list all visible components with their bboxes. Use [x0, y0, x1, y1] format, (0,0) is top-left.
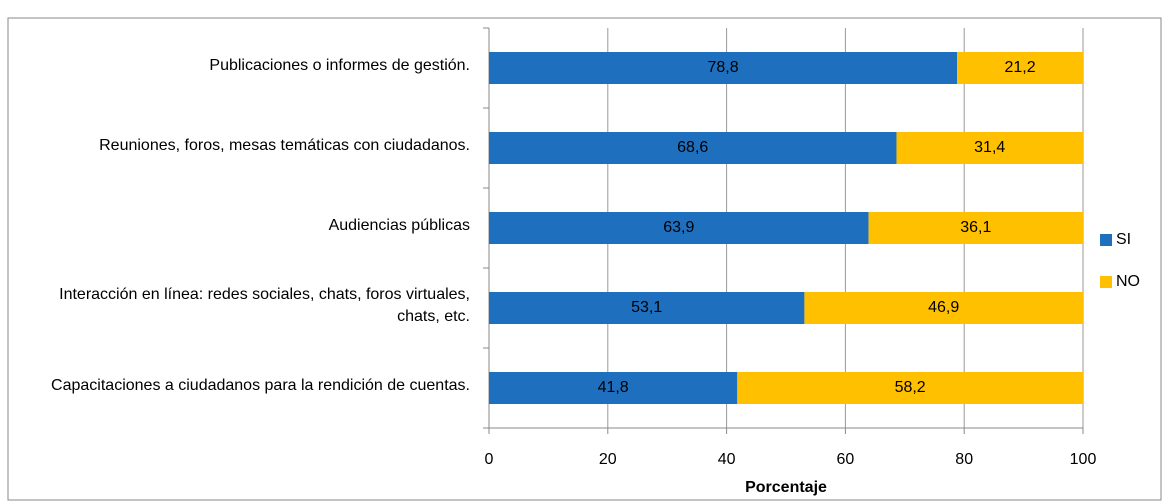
bar [737, 372, 1083, 404]
legend-swatch [1100, 276, 1112, 288]
x-tick-label: 100 [1070, 451, 1097, 468]
value-label: 41,8 [598, 379, 629, 396]
category-label: Publicaciones o informes de gestión. [209, 57, 470, 74]
value-label: 78,8 [707, 59, 738, 76]
value-label: 58,2 [895, 379, 926, 396]
value-label: 63,9 [663, 219, 694, 236]
value-label: 36,1 [960, 219, 991, 236]
value-label: 46,9 [928, 299, 959, 316]
x-tick-label: 40 [718, 451, 736, 468]
value-label: 31,4 [974, 139, 1005, 156]
value-label: 21,2 [1004, 59, 1035, 76]
bar [489, 132, 897, 164]
legend-label: SI [1116, 231, 1131, 248]
x-tick-label: 0 [485, 451, 494, 468]
x-tick-label: 20 [599, 451, 617, 468]
bar [896, 132, 1083, 164]
category-label: Audiencias públicas [328, 217, 470, 234]
x-tick-label: 60 [837, 451, 855, 468]
value-label: 68,6 [677, 139, 708, 156]
chart-border [7, 17, 1162, 501]
legend-label: NO [1116, 273, 1140, 290]
bar [489, 212, 869, 244]
bar [489, 372, 738, 404]
x-axis-title: Porcentaje [745, 479, 827, 496]
category-label: Interacción en línea: redes sociales, ch… [59, 286, 470, 325]
category-label: Reuniones, foros, mesas temáticas con ci… [99, 137, 470, 154]
value-label: 53,1 [631, 299, 662, 316]
bar [804, 292, 1083, 324]
legend-swatch [1100, 234, 1112, 246]
category-label: Capacitaciones a ciudadanos para la rend… [51, 377, 470, 394]
bar [957, 52, 1083, 84]
bar [489, 52, 958, 84]
bar [489, 292, 805, 324]
x-tick-label: 80 [955, 451, 973, 468]
bar [868, 212, 1083, 244]
